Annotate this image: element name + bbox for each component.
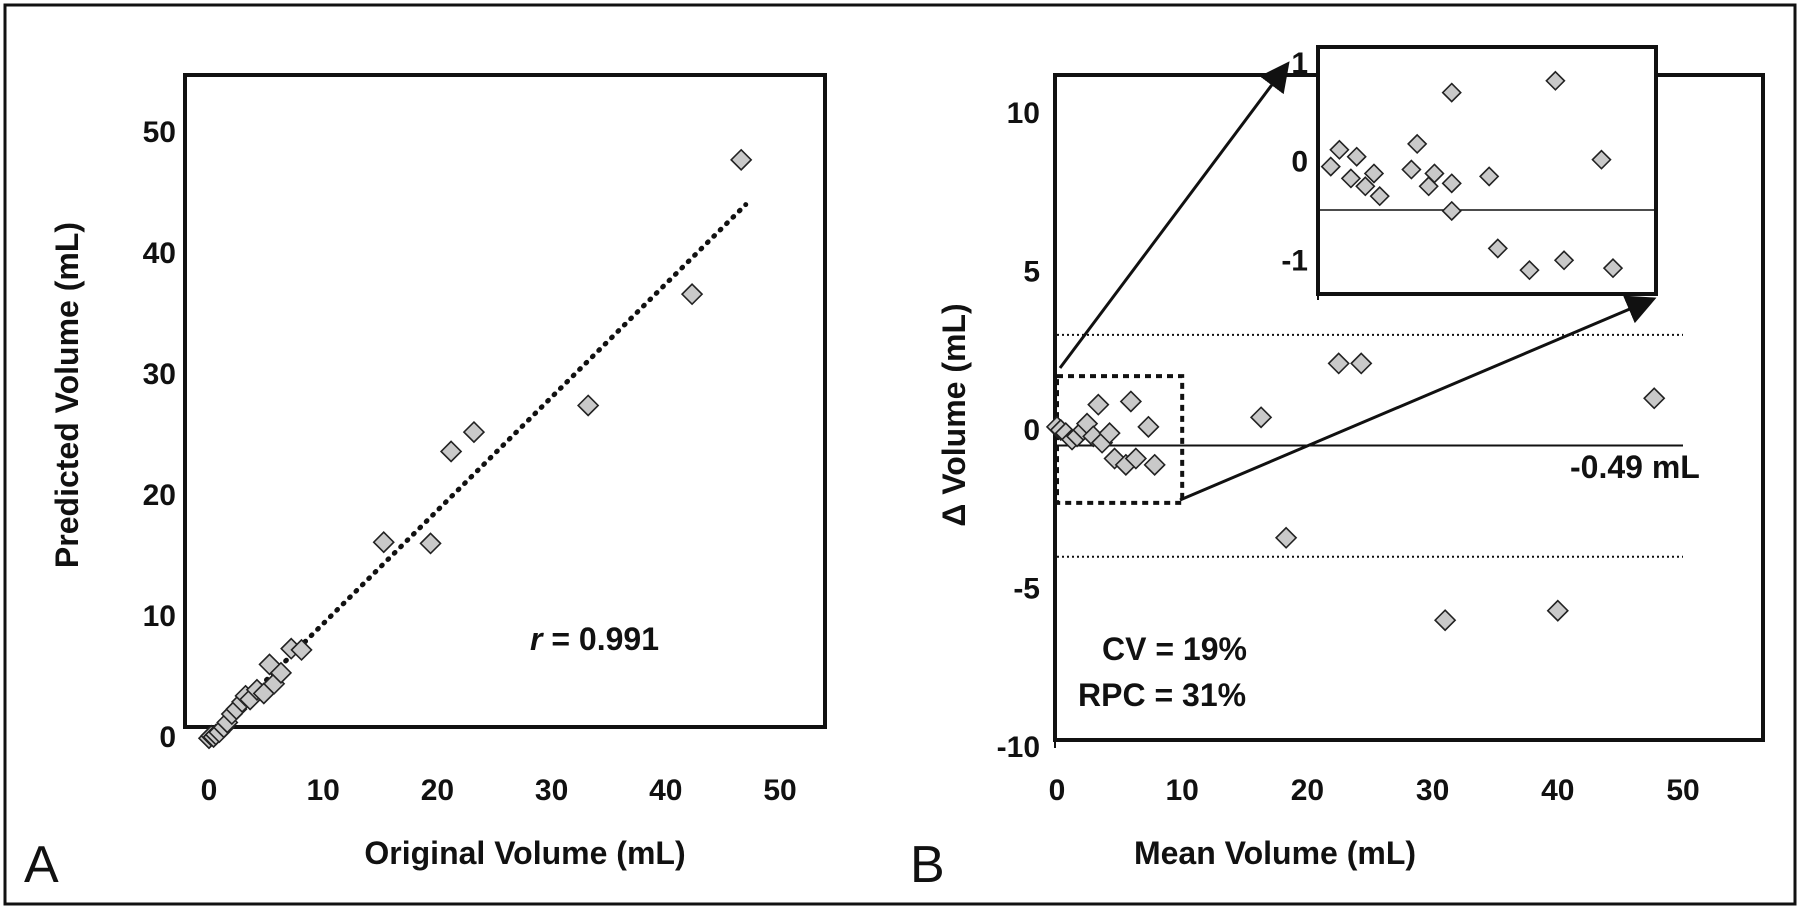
y-tick-label: 10	[1007, 97, 1040, 130]
data-point	[1098, 422, 1121, 445]
y-tick-label: 0	[159, 721, 176, 754]
panel-a-y-tick-labels: 0 10 20 30 40 50	[143, 116, 176, 754]
data-point	[1643, 387, 1666, 410]
inset-points	[1320, 70, 1624, 281]
inset-data-point	[1355, 176, 1376, 197]
inset-data-point	[1591, 149, 1612, 170]
data-point	[1274, 526, 1298, 549]
data-point	[439, 440, 463, 463]
inset-data-point	[1401, 159, 1422, 180]
data-point	[462, 420, 486, 444]
inset-data-point	[1441, 200, 1462, 222]
inset-data-point	[1441, 173, 1462, 194]
data-point	[1327, 352, 1350, 375]
x-tick-label: 50	[763, 774, 796, 807]
panel-a-points	[197, 148, 753, 750]
data-point	[1249, 406, 1273, 429]
panel-b-mean-label: -0.49 mL	[1570, 449, 1700, 485]
y-tick-label: 5	[1023, 256, 1040, 289]
panel-b-x-tick-labels: 0 10 20 30 40 50	[1049, 774, 1700, 807]
inset-data-point	[1424, 163, 1445, 184]
x-tick-label: 40	[1541, 774, 1574, 807]
x-tick-label: 20	[1291, 774, 1324, 807]
panel-b-zoom-box	[1055, 374, 1185, 505]
data-point	[577, 394, 600, 417]
inset-data-point	[1320, 156, 1341, 177]
data-point	[730, 148, 753, 171]
data-point	[1137, 415, 1160, 438]
panel-a-x-tick-labels: 0 10 20 30 40 50	[201, 774, 797, 807]
y-tick-label: 0	[1023, 414, 1040, 447]
panel-a-label: A	[24, 836, 59, 894]
x-tick-label: 10	[307, 774, 340, 807]
data-point	[1546, 599, 1569, 622]
data-point	[1143, 453, 1166, 477]
data-point	[419, 532, 442, 555]
x-tick-label: 20	[421, 774, 454, 807]
panel-b-inset: 1 0 -1	[1281, 45, 1658, 300]
inset-data-point	[1602, 258, 1624, 279]
panel-a: 0 10 20 30 40 50 0 10 20 30 40 50 r = 0.991 Origin…	[24, 73, 827, 894]
y-tick-label: 30	[143, 358, 176, 391]
data-point	[680, 283, 704, 306]
x-tick-label: 0	[201, 774, 218, 807]
zoom-connector-upper-arrow	[1058, 61, 1290, 369]
y-tick-label: 10	[143, 600, 176, 633]
inset-y-tick-labels: 1 0 -1	[1281, 47, 1308, 277]
panel-a-plot-frame	[183, 73, 827, 729]
y-tick-label: -10	[997, 731, 1040, 764]
x-tick-label: 30	[1416, 774, 1449, 807]
data-point	[1119, 390, 1143, 413]
data-point	[269, 661, 293, 685]
inset-data-point	[1346, 146, 1367, 167]
x-tick-label: 50	[1666, 774, 1699, 807]
inset-data-point	[1407, 133, 1428, 155]
inset-data-point	[1363, 163, 1385, 184]
y-tick-label: 20	[143, 479, 176, 512]
zoom-connector-lower-arrow	[1179, 295, 1657, 502]
inset-data-point	[1519, 260, 1540, 281]
data-point	[1087, 393, 1110, 416]
inset-data-point	[1340, 168, 1362, 189]
panel-b-rpc: RPC = 31%	[1078, 677, 1246, 713]
x-tick-label: 40	[649, 774, 682, 807]
panel-b-label: B	[910, 836, 945, 894]
inset-data-point	[1545, 70, 1566, 91]
inset-data-point	[1369, 186, 1390, 207]
data-point	[290, 638, 313, 662]
panel-b-cv: CV = 19%	[1102, 631, 1247, 667]
inset-data-point	[1553, 250, 1575, 271]
panel-b-y-tick-labels: 10 5 0 -5 -10	[997, 97, 1040, 764]
panel-a-r-value: r = 0.991	[530, 621, 659, 657]
inset-data-point	[1329, 139, 1350, 160]
panel-b-x-axis-title: Mean Volume (mL)	[1134, 835, 1416, 871]
inset-y-tick-label: 0	[1291, 146, 1308, 179]
panel-a-x-axis-title: Original Volume (mL)	[364, 835, 685, 871]
y-tick-label: 50	[143, 116, 176, 149]
inset-data-point	[1479, 166, 1500, 187]
inset-y-tick-label: -1	[1281, 244, 1308, 277]
panel-b-y-axis-title: Δ Volume (mL)	[936, 303, 972, 526]
x-tick-label: 10	[1166, 774, 1199, 807]
y-tick-label: -5	[1013, 573, 1040, 606]
y-tick-label: 40	[143, 237, 176, 270]
data-point	[1350, 352, 1373, 375]
data-point	[1124, 447, 1148, 470]
data-point	[372, 531, 395, 554]
data-point	[1433, 609, 1457, 632]
panel-a-y-axis-title: Predicted Volume (mL)	[49, 222, 85, 568]
inset-data-point	[1487, 238, 1508, 259]
x-tick-label: 0	[1049, 774, 1066, 807]
x-tick-label: 30	[535, 774, 568, 807]
inset-y-tick-label: 1	[1291, 47, 1308, 80]
panel-b-points	[1045, 352, 1666, 632]
inset-data-point	[1441, 82, 1462, 103]
